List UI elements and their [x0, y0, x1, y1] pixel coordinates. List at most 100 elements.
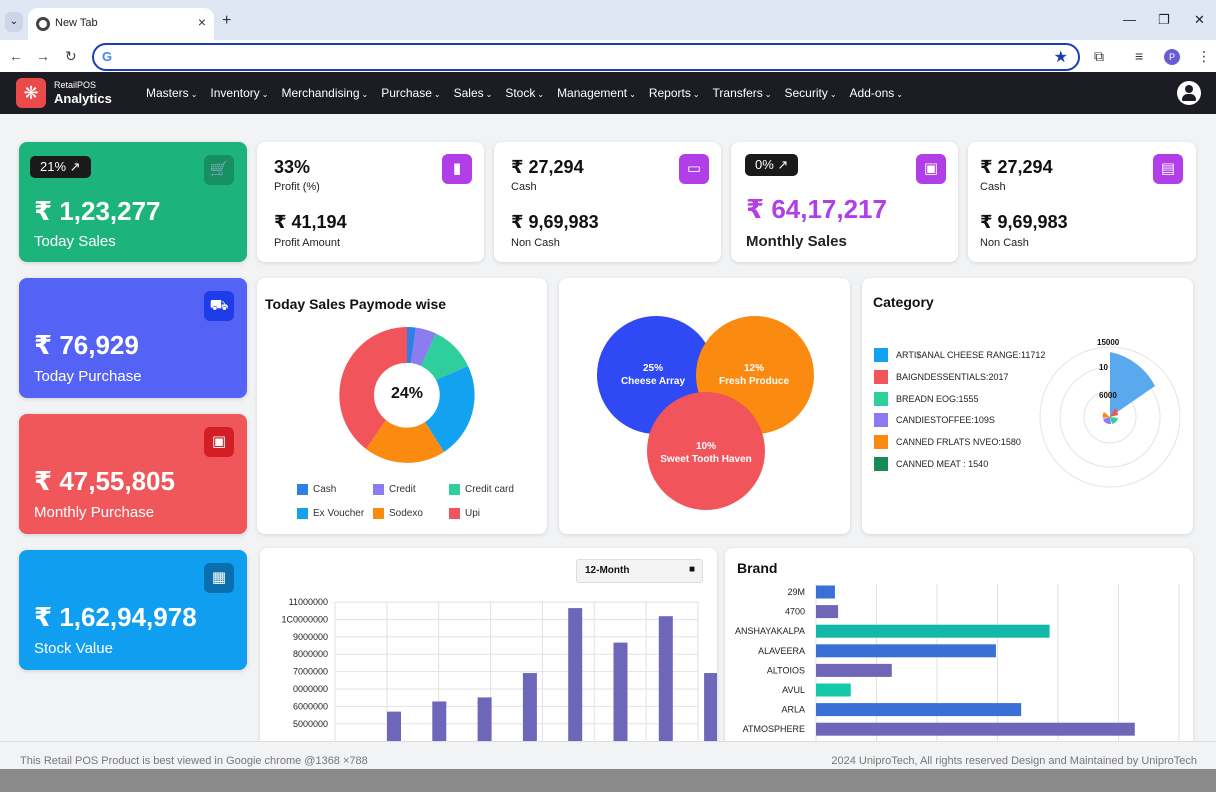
- cash-value-2: ₹ 27,294: [980, 157, 1053, 177]
- today-sales-label: Today Sales: [34, 233, 116, 250]
- menu-stock[interactable]: Stock ⌄: [505, 86, 545, 100]
- brand-bar: [816, 703, 1022, 717]
- monthly-bar: [387, 711, 401, 748]
- monthly-bar: [658, 616, 673, 748]
- period-dropdown[interactable]: 12-Month ■: [576, 559, 703, 583]
- user-account-icon[interactable]: [1177, 81, 1201, 105]
- window-close-icon[interactable]: ✕: [1194, 12, 1205, 27]
- minimize-icon[interactable]: —: [1123, 12, 1136, 27]
- today-sales-card[interactable]: 21% ↗ 🛒 ₹ 1,23,277 Today Sales: [19, 142, 247, 262]
- paymode-title: Today Sales Paymode wise: [265, 296, 447, 312]
- brand-bar: [816, 663, 892, 677]
- stock-value-card[interactable]: ▦ ₹ 1,62,94,978 Stock Value: [19, 550, 247, 670]
- forward-icon[interactable]: →: [36, 48, 50, 64]
- brand-bar: [816, 585, 835, 599]
- today-purchase-card[interactable]: ⛟ ₹ 76,929 Today Purchase: [19, 278, 247, 398]
- brand-title: Brand: [737, 560, 778, 576]
- bar-chart-icon: ▮: [442, 154, 472, 184]
- today-sales-growth-badge: 21% ↗: [30, 156, 91, 178]
- period-dropdown-value: 12-Month: [585, 565, 630, 576]
- y-tick-label: 1C0000000: [281, 614, 328, 624]
- venn-circle-sweet-tooth[interactable]: [647, 392, 765, 510]
- tab-close-icon[interactable]: ×: [197, 14, 206, 30]
- menu-sales[interactable]: Sales ⌄: [453, 86, 493, 100]
- extensions-icon[interactable]: ⧉: [1094, 48, 1104, 64]
- legend-credit: Credit: [373, 484, 416, 495]
- browser-menu-icon[interactable]: ⋮: [1197, 48, 1211, 64]
- donut-slice-cash: [407, 327, 416, 363]
- noncash-label: Non Cash: [511, 237, 560, 249]
- app-navbar: ❋ RetailPOS Analytics Masters ⌄ Inventory…: [0, 72, 1216, 114]
- menu-transfers[interactable]: Transfers ⌄: [712, 86, 772, 100]
- cash-card: ₹ 27,294 Cash ▭ ₹ 9,69,983 Non Cash: [494, 142, 721, 262]
- donut-slice-ex-voucher: [425, 366, 475, 452]
- polar-tick-10: 10: [1099, 363, 1108, 372]
- category-item: CANNED FRLATS NVEO:1580: [874, 435, 1021, 449]
- menu-management[interactable]: Management ⌄: [557, 86, 636, 100]
- address-input[interactable]: [122, 48, 1022, 66]
- category-item: CANNED MEAT : 1540: [874, 457, 988, 471]
- y-tick-label: 6000000: [293, 701, 328, 711]
- monthly-sales-label: Monthly Sales: [746, 233, 847, 250]
- donut-slice-credit-card: [421, 333, 468, 380]
- y-tick-label: 11000000: [289, 597, 328, 607]
- polar-tick-6000: 6000: [1099, 391, 1117, 400]
- menu-security[interactable]: Security ⌄: [784, 86, 837, 100]
- brand-small: RetailPOS: [54, 80, 97, 90]
- brand-title: Analytics: [54, 91, 112, 106]
- media-icon[interactable]: ≡: [1135, 48, 1144, 64]
- footer-left-text: This Retail POS Product is best viewed i…: [20, 755, 368, 767]
- category-item: CANDIESTOFFEE:109S: [874, 413, 995, 427]
- y-tick-label: 5000000: [293, 719, 328, 729]
- new-tab-button[interactable]: +: [222, 12, 232, 29]
- noncash-value: ₹ 9,69,983: [511, 212, 599, 232]
- monthly-bar: [704, 673, 717, 748]
- menu-merchandising[interactable]: Merchandising ⌄: [281, 86, 369, 100]
- brand-label: ALAVEERA: [758, 646, 805, 656]
- paymode-card: Today Sales Paymode wise 24% Cash Credit…: [257, 278, 547, 534]
- reload-icon[interactable]: ↻: [65, 48, 77, 64]
- today-purchase-label: Today Purchase: [34, 368, 142, 385]
- google-icon: G: [102, 49, 113, 64]
- restore-icon[interactable]: ❐: [1158, 12, 1170, 27]
- polar-slice-small-2: [1110, 417, 1118, 424]
- back-icon[interactable]: ←: [9, 48, 23, 64]
- venn-label-fresh-produce: 12% Fresh Produce: [718, 363, 790, 387]
- menu-inventory[interactable]: Inventory ⌄: [210, 86, 269, 100]
- donut-slice-upi: [339, 327, 407, 449]
- address-bar[interactable]: G ★: [92, 43, 1080, 71]
- profit-amount-label: Profit Amount: [274, 237, 341, 249]
- category-item: BAIGNDESSENTIALS:2017: [874, 370, 1009, 384]
- monthly-purchase-value: ₹ 47,55,805: [34, 466, 175, 496]
- legend-upi: Upi: [449, 508, 480, 519]
- cash-label-2: Cash: [980, 181, 1006, 193]
- brand-label: ARLA: [781, 705, 805, 715]
- profile-avatar[interactable]: P: [1164, 49, 1180, 65]
- stock-value-label: Stock Value: [34, 640, 113, 657]
- money-icon: ▭: [679, 154, 709, 184]
- profit-percent: 33%: [274, 157, 311, 177]
- menu-masters[interactable]: Masters ⌄: [146, 86, 198, 100]
- brand-bar-chart: 29M 4700 ANSHAYAKALPA ALAVEERA ALTOIOS AVUL AR…: [735, 584, 1180, 748]
- today-purchase-value: ₹ 76,929: [34, 330, 139, 360]
- menu-reports[interactable]: Reports ⌄: [648, 86, 700, 100]
- menu-addons[interactable]: Add-ons ⌄: [849, 86, 903, 100]
- venn-label-sweet-tooth: 10% Sweet Tooth Haven: [660, 441, 752, 465]
- venn-label-cheese-array: 25% Cheese Array: [620, 363, 686, 387]
- monthly-purchase-card[interactable]: ▣ ₹ 47,55,805 Monthly Purchase: [19, 414, 247, 534]
- menu-purchase[interactable]: Purchase ⌄: [381, 86, 441, 100]
- monthly-purchase-label: Monthly Purchase: [34, 504, 155, 521]
- monthly-bar-chart-card: 12-Month ■ 11000000 1C0000000 9000000 80000…: [260, 548, 717, 748]
- y-tick-label: 9000000: [293, 632, 328, 642]
- polar-slice-small-3: [1103, 417, 1111, 425]
- tab-search-chevron-icon[interactable]: ⌄: [5, 12, 23, 32]
- browser-tab[interactable]: New Tab ×: [28, 8, 214, 42]
- logo-icon[interactable]: ❋: [16, 78, 46, 108]
- boxes-icon: ▦: [204, 563, 234, 593]
- tab-title: New Tab: [55, 17, 98, 29]
- cash-value: ₹ 27,294: [511, 157, 584, 177]
- donut-slice-sodexo: [366, 420, 444, 463]
- bookmark-star-icon[interactable]: ★: [1053, 49, 1068, 66]
- main-menu: Masters ⌄ Inventory ⌄ Merchandising ⌄ Purch…: [146, 86, 916, 100]
- monthly-sales-value: ₹ 64,17,217: [746, 194, 887, 224]
